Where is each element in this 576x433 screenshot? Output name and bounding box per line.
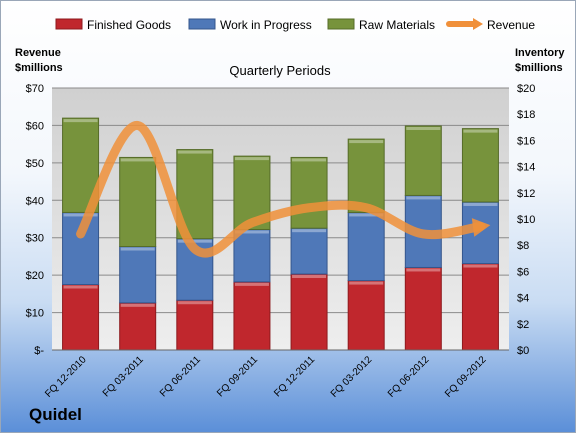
bar-finished-goods [233, 281, 271, 351]
x-tick-label: FQ 12-2011 [272, 354, 317, 399]
bar-highlight [234, 282, 269, 286]
right-tick-label: $16 [517, 135, 535, 147]
bar-raw-materials [290, 156, 328, 229]
bar-highlight [463, 202, 498, 206]
bar-work-in-progress [233, 228, 271, 283]
right-tick-label: $18 [517, 109, 535, 121]
bar-work-in-progress [347, 211, 385, 282]
left-axis-title-line2: $millions [15, 62, 63, 74]
x-tick-label: FQ 03-2012 [329, 354, 375, 400]
bar-finished-goods [404, 266, 442, 351]
bar-highlight [406, 268, 441, 272]
bar-highlight [463, 264, 498, 268]
legend-label: Finished Goods [87, 18, 171, 32]
bar-highlight [406, 126, 441, 130]
right-tick-label: $0 [517, 345, 529, 357]
bar-highlight [177, 301, 212, 305]
x-tick-label: FQ 12-2010 [43, 354, 89, 400]
bar-highlight [120, 158, 155, 162]
bar-highlight [292, 275, 327, 279]
left-tick-label: $20 [26, 270, 44, 282]
bar-finished-goods [347, 280, 385, 351]
bar-finished-goods [290, 273, 328, 351]
bar-highlight [349, 213, 384, 217]
legend-swatch-raw-materials [327, 18, 355, 30]
legend-swatch-finished-goods [55, 18, 83, 30]
x-tick-label: FQ 06-2012 [386, 354, 432, 400]
x-tick-label: FQ 09-2011 [215, 354, 260, 399]
right-tick-label: $2 [517, 319, 529, 331]
right-tick-label: $20 [517, 83, 535, 95]
left-tick-label: $10 [26, 308, 44, 320]
x-tick-label: FQ 09-2012 [443, 354, 489, 400]
right-axis-title-line1: Inventory [515, 47, 565, 59]
revenue-arrowhead [471, 218, 491, 237]
legend: Finished Goods Work in Progress Raw Materi… [55, 18, 535, 32]
x-tick-label: FQ 03-2011 [101, 354, 146, 399]
right-tick-label: $4 [517, 293, 529, 305]
bar-highlight [234, 230, 269, 234]
bar-highlight [292, 229, 327, 233]
bar-highlight [177, 150, 212, 154]
right-axis-title-line2: $millions [515, 62, 563, 74]
left-tick-label: $60 [26, 120, 44, 132]
right-tick-label: $8 [517, 240, 529, 252]
bars [62, 117, 499, 351]
bar-finished-goods [176, 299, 214, 351]
legend-label: Work in Progress [220, 18, 312, 32]
bar-highlight [120, 247, 155, 251]
bar-raw-materials [119, 156, 157, 248]
legend-swatch-arrow [473, 18, 483, 30]
bar-highlight [63, 285, 98, 289]
bar-highlight [63, 213, 98, 217]
left-tick-label: $50 [26, 158, 44, 170]
bar-raw-materials [461, 128, 499, 203]
bar-highlight [120, 303, 155, 307]
right-tick-label: $10 [517, 214, 535, 226]
bar-highlight [349, 140, 384, 144]
bar-highlight [177, 239, 212, 243]
legend-label: Raw Materials [359, 18, 435, 32]
left-tick-label: $40 [26, 195, 44, 207]
left-tick-label: $30 [26, 233, 44, 245]
bar-work-in-progress [290, 227, 328, 275]
right-tick-label: $14 [517, 162, 535, 174]
bar-raw-materials [404, 125, 442, 196]
right-tick-label: $12 [517, 188, 535, 200]
x-tick-label: FQ 06-2011 [158, 354, 203, 399]
left-axis-title-line1: Revenue [15, 47, 61, 59]
revenue-line-path [76, 120, 485, 258]
legend-swatch-work-in-progress [188, 18, 216, 30]
bar-finished-goods [461, 263, 499, 351]
bar-finished-goods [119, 302, 157, 351]
bar-raw-materials [347, 138, 385, 213]
bar-highlight [406, 196, 441, 200]
left-tick-label: $- [34, 345, 44, 357]
company-name: Quidel [29, 405, 82, 424]
bar-highlight [234, 157, 269, 161]
bar-highlight [349, 281, 384, 285]
bar-highlight [292, 158, 327, 162]
bar-work-in-progress [119, 246, 157, 304]
bar-highlight [63, 119, 98, 123]
right-tick-label: $6 [517, 266, 529, 278]
bar-highlight [463, 129, 498, 133]
legend-label: Revenue [487, 18, 535, 32]
bar-finished-goods [62, 284, 100, 351]
chart-subtitle: Quarterly Periods [229, 63, 331, 78]
revenue-line [76, 120, 491, 258]
left-tick-label: $70 [26, 83, 44, 95]
